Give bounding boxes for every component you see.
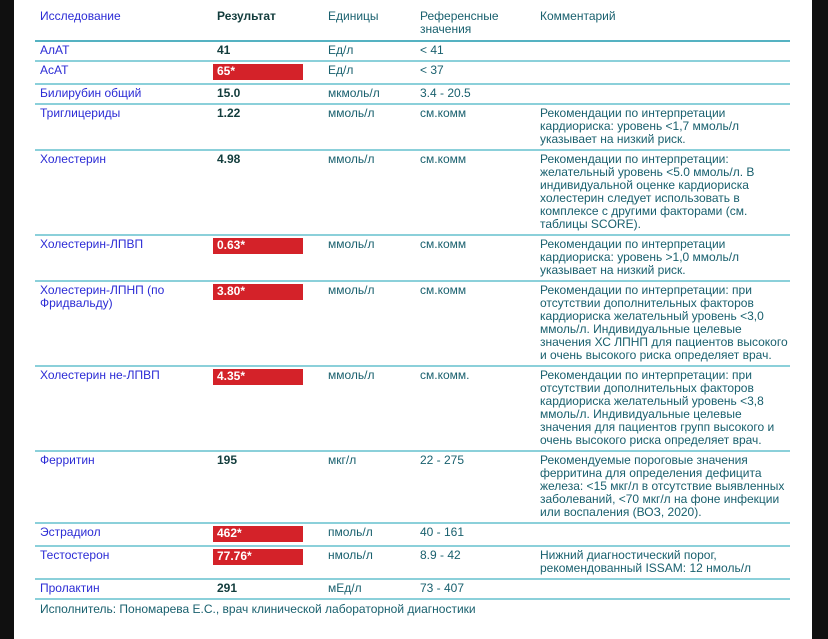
test-reference: 3.4 - 20.5 (420, 86, 471, 100)
header-comment: Комментарий (540, 9, 616, 23)
result-value: 41 (217, 43, 231, 57)
test-units: ммоль/л (328, 106, 375, 120)
test-reference: см.комм (420, 152, 467, 166)
test-result: 4.98 (217, 153, 328, 166)
test-name: Холестерин-ЛПНП (по Фридвальду) (40, 283, 165, 310)
test-reference: 40 - 161 (420, 525, 465, 539)
result-value: 1.22 (217, 106, 241, 120)
test-units: мкмоль/л (328, 86, 380, 100)
test-name: Холестерин (40, 152, 106, 166)
test-comment: Рекомендации по интерпретации: при отсут… (540, 283, 788, 362)
test-result: 291 (217, 582, 328, 595)
result-value: 65* (213, 64, 303, 80)
result-value: 4.98 (217, 152, 241, 166)
test-comment: Рекомендуемые пороговые значения феррити… (540, 453, 785, 519)
left-black-edge (0, 0, 14, 639)
test-reference: 73 - 407 (420, 581, 465, 595)
results-table-body: АлАТ 41 Ед/л < 41 АсАТ 65* Ед/л < 37 Бил… (35, 42, 790, 600)
test-reference: 8.9 - 42 (420, 548, 461, 562)
header-reference: Референсные значения (420, 9, 499, 36)
table-row: АсАТ 65* Ед/л < 37 (35, 62, 790, 85)
header-test-name: Исследование (40, 9, 121, 23)
test-name: Билирубин общий (40, 86, 142, 100)
result-value: 3.80* (213, 284, 303, 300)
test-name: Эстрадиол (40, 525, 101, 539)
test-result: 65* (213, 64, 328, 80)
header-units: Единицы (328, 9, 379, 23)
test-result: 195 (217, 454, 328, 467)
test-reference: см.комм (420, 283, 467, 297)
test-comment: Рекомендации по интерпретации: при отсут… (540, 368, 775, 447)
test-units: ммоль/л (328, 368, 375, 382)
lab-report: Исследование Результат Единицы Референсн… (35, 8, 790, 616)
table-row: Холестерин 4.98 ммоль/л см.комм Рекоменд… (35, 151, 790, 236)
test-comment: Рекомендации по интерпретации кардиориск… (540, 106, 740, 146)
test-name: Пролактин (40, 581, 100, 595)
header-result: Результат (217, 9, 276, 23)
test-name: Ферритин (40, 453, 95, 467)
result-value: 195 (217, 453, 238, 467)
test-name: Триглицериды (40, 106, 121, 120)
test-result: 77.76* (213, 549, 328, 565)
test-result: 15.0 (217, 87, 328, 100)
test-result: 1.22 (217, 107, 328, 120)
test-result: 0.63* (213, 238, 328, 254)
test-units: мкг/л (328, 453, 357, 467)
test-units: ммоль/л (328, 237, 375, 251)
test-name: АлАТ (40, 43, 70, 57)
test-comment: Нижний диагностический порог, рекомендов… (540, 548, 752, 575)
test-name: Тестостерон (40, 548, 110, 562)
test-reference: 22 - 275 (420, 453, 465, 467)
test-units: мЕд/л (328, 581, 362, 595)
test-units: ммоль/л (328, 152, 375, 166)
executor-line: Исполнитель: Пономарева Е.С., врач клини… (40, 602, 476, 616)
test-units: Ед/л (328, 63, 354, 77)
result-value: 15.0 (217, 86, 241, 100)
result-value: 0.63* (213, 238, 303, 254)
test-result: 4.35* (213, 369, 328, 385)
table-row: Билирубин общий 15.0 мкмоль/л 3.4 - 20.5 (35, 85, 790, 105)
test-units: Ед/л (328, 43, 354, 57)
test-units: пмоль/л (328, 525, 373, 539)
test-result: 3.80* (213, 284, 328, 300)
table-row: Ферритин 195 мкг/л 22 - 275 Рекомендуемы… (35, 452, 790, 524)
table-row: Эстрадиол 462* пмоль/л 40 - 161 (35, 524, 790, 547)
result-value: 77.76* (213, 549, 303, 565)
table-row: Пролактин 291 мЕд/л 73 - 407 (35, 580, 790, 600)
table-header: Исследование Результат Единицы Референсн… (35, 8, 790, 42)
test-name: Холестерин-ЛПВП (40, 237, 144, 251)
result-value: 462* (213, 526, 303, 542)
result-value: 291 (217, 581, 238, 595)
table-row: Тестостерон 77.76* нмоль/л 8.9 - 42 Нижн… (35, 547, 790, 580)
test-units: нмоль/л (328, 548, 373, 562)
test-name: Холестерин не-ЛПВП (40, 368, 160, 382)
test-comment: Рекомендации по интерпретации кардиориск… (540, 237, 740, 277)
test-reference: см.комм (420, 237, 467, 251)
test-result: 462* (213, 526, 328, 542)
test-reference: см.комм. (420, 368, 470, 382)
table-row: Холестерин не-ЛПВП 4.35* ммоль/л см.комм… (35, 367, 790, 452)
test-units: ммоль/л (328, 283, 375, 297)
test-result: 41 (217, 44, 328, 57)
right-black-edge (812, 0, 828, 639)
test-reference: < 41 (420, 43, 444, 57)
test-reference: < 37 (420, 63, 444, 77)
table-row: Триглицериды 1.22 ммоль/л см.комм Рекоме… (35, 105, 790, 151)
test-comment: Рекомендации по интерпретации: желательн… (540, 152, 755, 231)
table-row: Холестерин-ЛПНП (по Фридвальду) 3.80* мм… (35, 282, 790, 367)
test-name: АсАТ (40, 63, 69, 77)
table-row: АлАТ 41 Ед/л < 41 (35, 42, 790, 62)
result-value: 4.35* (213, 369, 303, 385)
test-reference: см.комм (420, 106, 467, 120)
table-row: Холестерин-ЛПВП 0.63* ммоль/л см.комм Ре… (35, 236, 790, 282)
